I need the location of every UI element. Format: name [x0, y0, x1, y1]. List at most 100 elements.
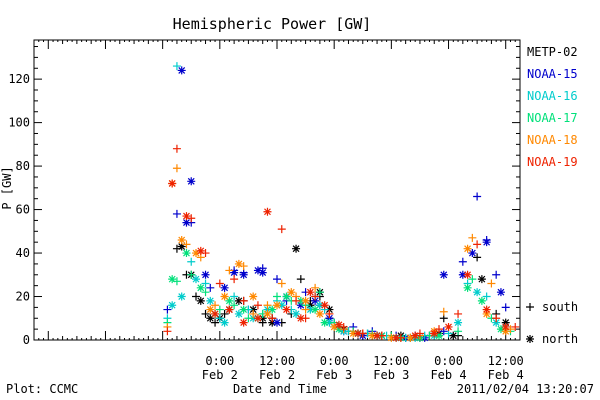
data-point-south	[172, 144, 181, 153]
data-point-north	[334, 320, 343, 329]
legend-entry: NOAA-19	[527, 155, 578, 169]
data-point-north	[196, 283, 205, 292]
data-point-north	[230, 268, 239, 277]
footer-timestamp: 2011/02/04 13:20:07	[457, 382, 594, 396]
data-point-south	[473, 253, 482, 262]
data-point-south	[244, 314, 253, 323]
data-point-south	[268, 314, 277, 323]
series-noaa-16	[163, 62, 510, 342]
data-point-north	[277, 301, 286, 310]
data-point-south	[215, 305, 224, 314]
data-point-north	[182, 212, 191, 221]
data-point-north	[325, 318, 334, 327]
legend-entry: NOAA-18	[527, 133, 578, 147]
x-tick-label-date: Feb 4	[488, 368, 524, 382]
data-point-south	[172, 164, 181, 173]
legend-north-label: north	[542, 332, 578, 346]
data-point-north	[177, 236, 186, 244]
data-point-north	[501, 318, 510, 327]
data-point-south	[187, 270, 196, 279]
data-point-north	[373, 331, 382, 340]
legend: METP-02 NOAA-15 NOAA-16 NOAA-17 NOAA-18 NOAA-…	[526, 45, 578, 346]
data-point-north	[406, 333, 415, 342]
data-point-north	[220, 283, 229, 292]
data-point-north	[268, 318, 277, 327]
data-point-north	[477, 275, 486, 284]
data-point-south	[201, 309, 210, 318]
data-point-north	[206, 305, 215, 314]
data-point-south	[230, 275, 239, 284]
x-tick-label-time: 0:00	[434, 354, 463, 368]
data-point-south	[201, 288, 210, 297]
y-tick-label: 20	[16, 290, 30, 304]
data-point-south	[239, 296, 248, 305]
data-point-north	[168, 301, 177, 310]
y-tick-label: 0	[23, 333, 30, 347]
data-point-south	[253, 301, 262, 310]
data-point-north	[282, 305, 291, 314]
data-point-north	[325, 305, 334, 314]
data-point-north	[182, 218, 191, 227]
data-point-north	[449, 331, 458, 340]
x-tick-label-time: 0:00	[205, 354, 234, 368]
data-point-south	[211, 318, 220, 327]
data-point-north	[177, 66, 186, 75]
data-point-south	[315, 288, 324, 297]
data-point-north	[177, 292, 186, 301]
data-point-north	[292, 309, 301, 318]
data-point-north	[234, 296, 243, 305]
data-point-north	[287, 288, 296, 297]
data-point-south	[220, 309, 229, 318]
data-point-north	[492, 318, 501, 327]
data-point-south	[187, 257, 196, 266]
data-point-south	[473, 240, 482, 249]
data-point-south	[192, 292, 200, 301]
data-point-north	[444, 322, 453, 331]
data-point-north	[463, 270, 472, 279]
data-point-south	[439, 307, 448, 316]
data-point-north	[225, 296, 234, 305]
data-point-north	[320, 318, 329, 327]
data-point-north	[334, 325, 343, 334]
data-point-south	[230, 292, 239, 301]
data-point-south	[273, 275, 281, 284]
data-point-north	[315, 309, 324, 318]
data-point-north	[292, 244, 301, 253]
data-point-south	[211, 301, 220, 310]
x-tick-label-date: Feb 4	[430, 368, 466, 382]
data-point-north	[439, 270, 448, 279]
data-point-north	[387, 333, 396, 342]
data-point-north	[392, 333, 401, 342]
data-point-north	[463, 244, 472, 253]
data-point-north	[473, 288, 482, 297]
series-noaa-19	[163, 144, 520, 342]
data-point-north	[192, 249, 200, 258]
data-point-south	[277, 225, 286, 234]
data-point-north	[526, 335, 534, 343]
data-marks	[163, 62, 520, 342]
data-point-south	[501, 303, 510, 312]
y-tick-label: 40	[16, 246, 30, 260]
data-point-south	[511, 322, 520, 331]
data-point-north	[501, 327, 510, 336]
x-tick-label-time: 12:00	[259, 354, 295, 368]
legend-entry: NOAA-17	[527, 111, 578, 125]
data-point-north	[482, 309, 491, 318]
data-point-north	[301, 296, 310, 305]
legend-entry: NOAA-16	[527, 89, 578, 103]
footer-plot-credit: Plot: CCMC	[6, 382, 78, 396]
data-point-north	[311, 305, 320, 314]
data-point-south	[473, 192, 482, 201]
data-point-north	[258, 268, 267, 277]
x-tick-label-date: Feb 2	[259, 368, 295, 382]
data-point-south	[273, 292, 281, 301]
data-point-north	[253, 266, 262, 275]
data-point-north	[296, 296, 305, 305]
data-point-north	[249, 314, 258, 323]
data-point-north	[239, 270, 248, 279]
data-point-north	[263, 305, 272, 314]
data-point-south	[249, 309, 258, 318]
data-point-north	[311, 296, 320, 305]
data-point-north	[306, 288, 315, 297]
